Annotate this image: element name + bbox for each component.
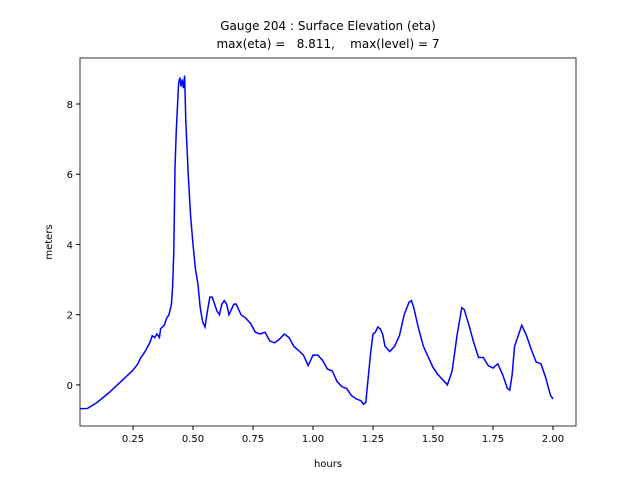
x-tick-label: 1.75	[482, 434, 504, 445]
x-tick-label: 0.50	[182, 434, 204, 445]
x-tick-label: 0.75	[242, 434, 264, 445]
chart-subtitle: max(eta) = 8.811, max(level) = 7	[216, 37, 439, 51]
y-tick-label: 4	[67, 240, 73, 251]
x-tick-label: 1.00	[302, 434, 324, 445]
data-line	[80, 75, 554, 410]
plot-frame	[79, 57, 577, 427]
x-tick-label: 0.25	[122, 434, 144, 445]
y-tick-label: 2	[67, 311, 73, 322]
x-tick-label: 1.50	[422, 434, 444, 445]
y-tick-label: 6	[67, 170, 73, 181]
x-axis-label: hours	[314, 459, 342, 470]
chart-title: Gauge 204 : Surface Elevation (eta)	[220, 19, 436, 33]
x-tick-label: 1.25	[362, 434, 384, 445]
y-axis-label: meters	[44, 224, 55, 259]
y-tick-label: 0	[67, 381, 73, 392]
y-tick-label: 8	[67, 100, 73, 111]
x-tick-label: 2.00	[542, 434, 564, 445]
